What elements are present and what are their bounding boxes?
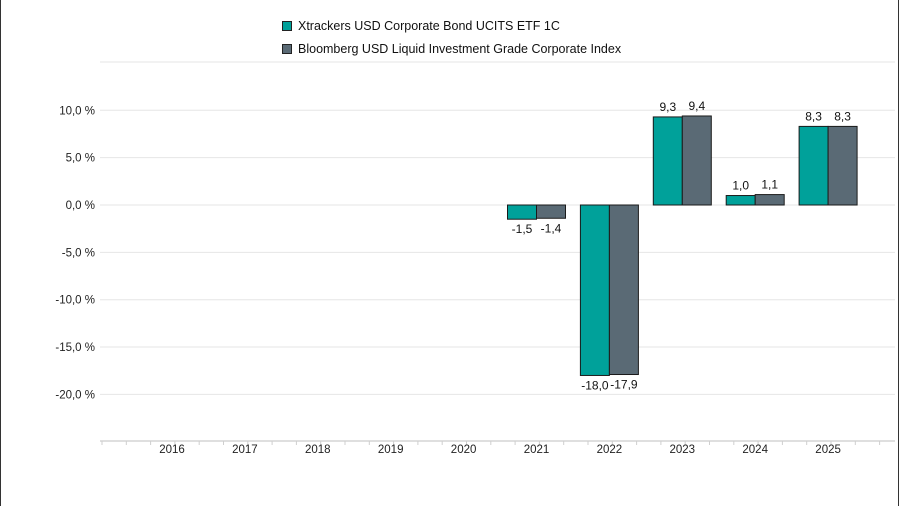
bar-index[interactable] [827, 125, 858, 206]
bar-etf[interactable] [798, 125, 829, 206]
bar-index[interactable] [754, 194, 785, 206]
x-tick-label: 2024 [742, 444, 768, 456]
bar-etf[interactable] [507, 204, 537, 220]
y-tick-label: 10,0 % [59, 105, 95, 117]
x-tick-label: 2021 [524, 444, 550, 456]
data-label-index: 9,4 [688, 99, 705, 113]
bar-index[interactable] [536, 204, 566, 219]
x-tick-label: 2022 [597, 444, 623, 456]
y-axis: 10,0 % 5,0 % 0,0 % -5,0 % -10,0 % -15,0 % -20,… [55, 105, 95, 401]
legend-label-index: Bloomberg USD Liquid Investment Grade Co… [298, 41, 622, 56]
y-tick-label: 5,0 % [66, 153, 95, 165]
data-label-index: 8,3 [834, 109, 851, 123]
y-tick-label: 0,0 % [66, 200, 95, 212]
legend-swatch-index [282, 43, 292, 54]
data-label-etf: -1,5 [512, 222, 533, 236]
legend-label-etf: Xtrackers USD Corporate Bond UCITS ETF 1… [298, 18, 560, 33]
data-label-etf: -18,0 [581, 378, 609, 392]
y-tick-label: -20,0 % [55, 389, 95, 401]
legend-item-index[interactable]: Bloomberg USD Liquid Investment Grade Co… [282, 37, 621, 60]
data-labels: -1,5 -1,4 -18,0 -17,9 9,3 9,4 1,0 1,1 8,3 8,3 [512, 99, 852, 392]
x-tick-label: 2020 [451, 444, 477, 456]
y-tick-label: -15,0 % [55, 342, 95, 354]
x-tick-label: 2025 [815, 444, 841, 456]
y-tick-label: -5,0 % [62, 247, 95, 259]
bar-etf[interactable] [579, 204, 610, 376]
x-tick-label: 2023 [670, 444, 696, 456]
data-label-etf: 1,0 [732, 179, 749, 193]
data-label-index: -17,9 [610, 378, 638, 392]
data-label-index: -1,4 [541, 221, 562, 235]
bar-etf[interactable] [652, 116, 683, 206]
y-tick-label: -10,0 % [55, 295, 95, 307]
x-axis: 2016 2017 2018 2019 2020 2021 2022 2023 2024 2025 [100, 440, 895, 456]
data-label-etf: 8,3 [805, 109, 822, 123]
x-tick-label: 2019 [378, 444, 404, 456]
data-label-index: 1,1 [761, 178, 778, 192]
grid-lines [100, 61, 895, 395]
bar-index[interactable] [681, 115, 712, 206]
bars [507, 115, 858, 376]
legend-item-etf[interactable]: Xtrackers USD Corporate Bond UCITS ETF 1… [282, 14, 621, 37]
legend-swatch-etf [282, 20, 292, 31]
x-tick-label: 2018 [305, 444, 331, 456]
data-label-etf: 9,3 [659, 100, 676, 114]
bar-etf[interactable] [725, 195, 756, 206]
chart-legend: Xtrackers USD Corporate Bond UCITS ETF 1… [282, 14, 621, 60]
x-tick-label: 2016 [159, 444, 185, 456]
bar-index[interactable] [608, 204, 639, 376]
x-tick-label: 2017 [232, 444, 258, 456]
